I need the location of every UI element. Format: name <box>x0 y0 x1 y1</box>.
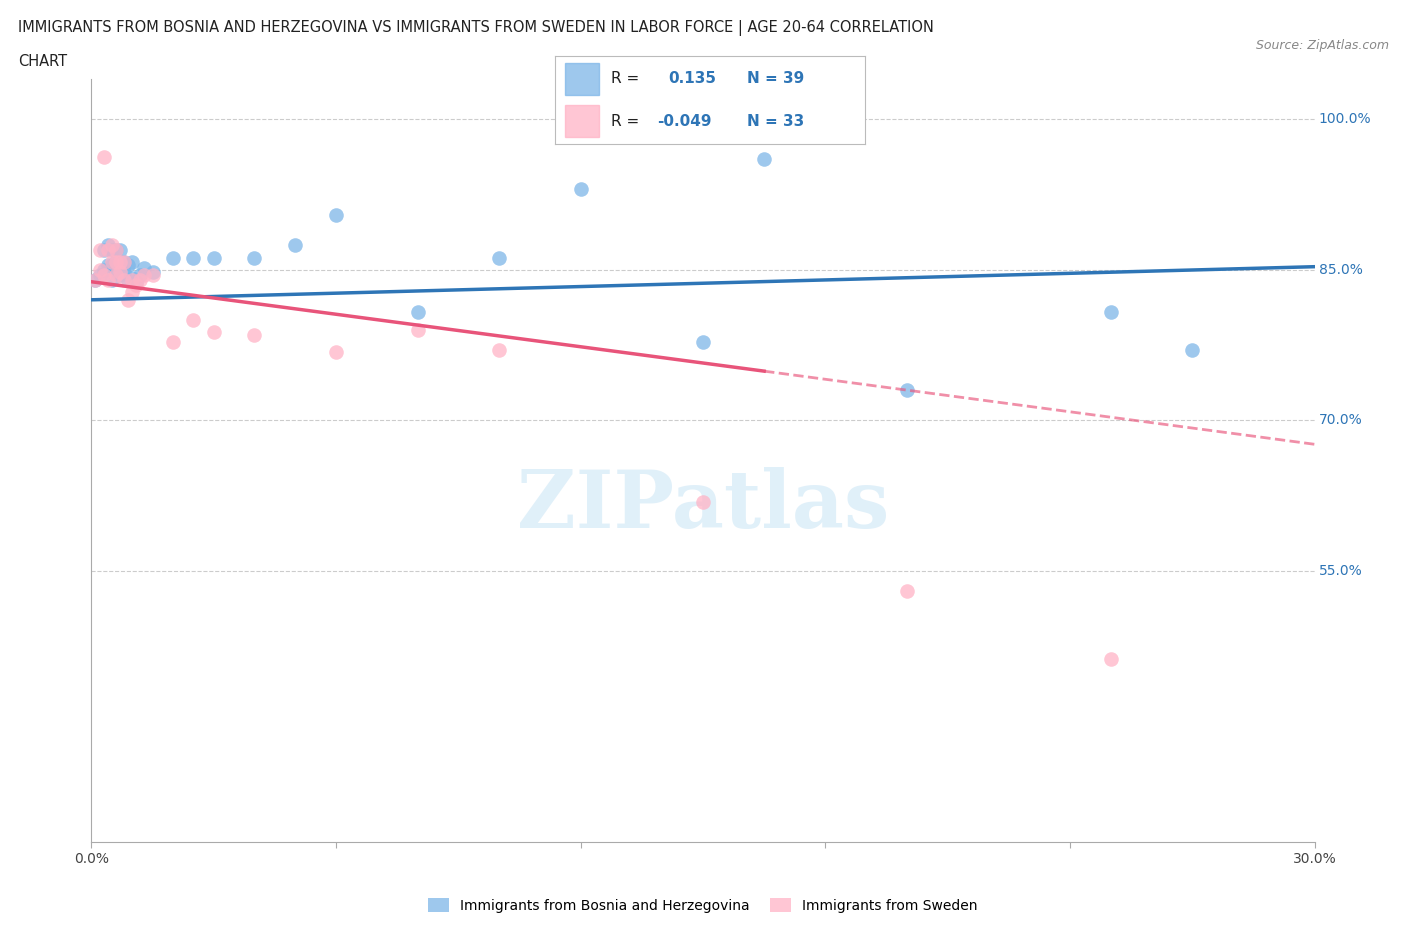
Point <box>89 242 111 257</box>
Point <box>101 254 124 269</box>
Point <box>125 274 148 289</box>
Point <box>129 267 152 282</box>
Text: 0.135: 0.135 <box>668 72 716 86</box>
Text: 85.0%: 85.0% <box>1319 262 1362 277</box>
Text: R =: R = <box>612 113 640 128</box>
Point <box>121 254 143 269</box>
Point <box>104 254 127 269</box>
Bar <box>565 63 599 95</box>
Point <box>162 335 184 350</box>
Point <box>104 242 127 257</box>
Point <box>97 237 120 252</box>
Point <box>101 258 124 272</box>
Point <box>89 267 111 282</box>
Point <box>1099 652 1122 667</box>
Point <box>284 237 307 252</box>
Point <box>125 277 148 292</box>
Point <box>129 272 152 287</box>
Text: Source: ZipAtlas.com: Source: ZipAtlas.com <box>1256 39 1389 52</box>
Point <box>93 262 115 277</box>
Point <box>243 250 266 265</box>
Text: 55.0%: 55.0% <box>1319 564 1362 578</box>
Point <box>117 272 139 287</box>
Point <box>93 150 115 165</box>
Point <box>108 242 131 257</box>
Point <box>108 254 131 269</box>
Point <box>569 182 592 197</box>
Point <box>93 267 115 282</box>
Point <box>84 272 107 287</box>
Point <box>134 267 156 282</box>
Point <box>97 258 120 272</box>
Bar <box>565 105 599 137</box>
Point <box>141 267 163 282</box>
Point <box>104 267 127 282</box>
Point <box>112 272 135 287</box>
Point <box>1181 342 1204 357</box>
Point <box>202 250 225 265</box>
Point <box>93 242 115 257</box>
Text: N = 39: N = 39 <box>747 72 804 86</box>
Text: CHART: CHART <box>18 54 67 69</box>
Point <box>101 237 124 252</box>
Point <box>692 495 714 510</box>
Text: N = 33: N = 33 <box>747 113 804 128</box>
Point <box>488 250 510 265</box>
Point <box>112 254 135 269</box>
Point <box>183 312 205 327</box>
Point <box>101 242 124 257</box>
Point <box>406 323 429 338</box>
Text: 100.0%: 100.0% <box>1319 113 1371 126</box>
Point <box>121 272 143 287</box>
Point <box>121 285 143 299</box>
Text: -0.049: -0.049 <box>658 113 711 128</box>
Text: IMMIGRANTS FROM BOSNIA AND HERZEGOVINA VS IMMIGRANTS FROM SWEDEN IN LABOR FORCE : IMMIGRANTS FROM BOSNIA AND HERZEGOVINA V… <box>18 20 934 36</box>
Point <box>121 271 143 286</box>
Point <box>101 272 124 287</box>
Point <box>104 254 127 269</box>
Point <box>117 292 139 307</box>
Point <box>89 262 111 277</box>
Point <box>162 250 184 265</box>
Point <box>488 342 510 357</box>
Point <box>84 272 107 287</box>
Point <box>1099 304 1122 319</box>
Point <box>97 272 120 287</box>
Text: 70.0%: 70.0% <box>1319 413 1362 427</box>
Point <box>112 264 135 279</box>
Legend: Immigrants from Bosnia and Herzegovina, Immigrants from Sweden: Immigrants from Bosnia and Herzegovina, … <box>423 893 983 919</box>
Point <box>104 242 127 257</box>
Point <box>243 327 266 342</box>
Point <box>134 260 156 275</box>
Point <box>108 264 131 279</box>
Point <box>896 382 918 397</box>
Point <box>183 250 205 265</box>
Point <box>406 304 429 319</box>
Point <box>202 325 225 339</box>
Point <box>97 242 120 257</box>
Point <box>754 152 776 166</box>
Point <box>112 254 135 269</box>
Point <box>108 267 131 282</box>
Text: ZIPatlas: ZIPatlas <box>517 467 889 545</box>
Point <box>325 207 347 222</box>
Point <box>108 254 131 269</box>
Point <box>141 264 163 279</box>
Point <box>896 583 918 598</box>
Point <box>325 344 347 359</box>
Point <box>104 262 127 277</box>
Point <box>117 258 139 272</box>
Point <box>692 335 714 350</box>
Text: R =: R = <box>612 72 640 86</box>
